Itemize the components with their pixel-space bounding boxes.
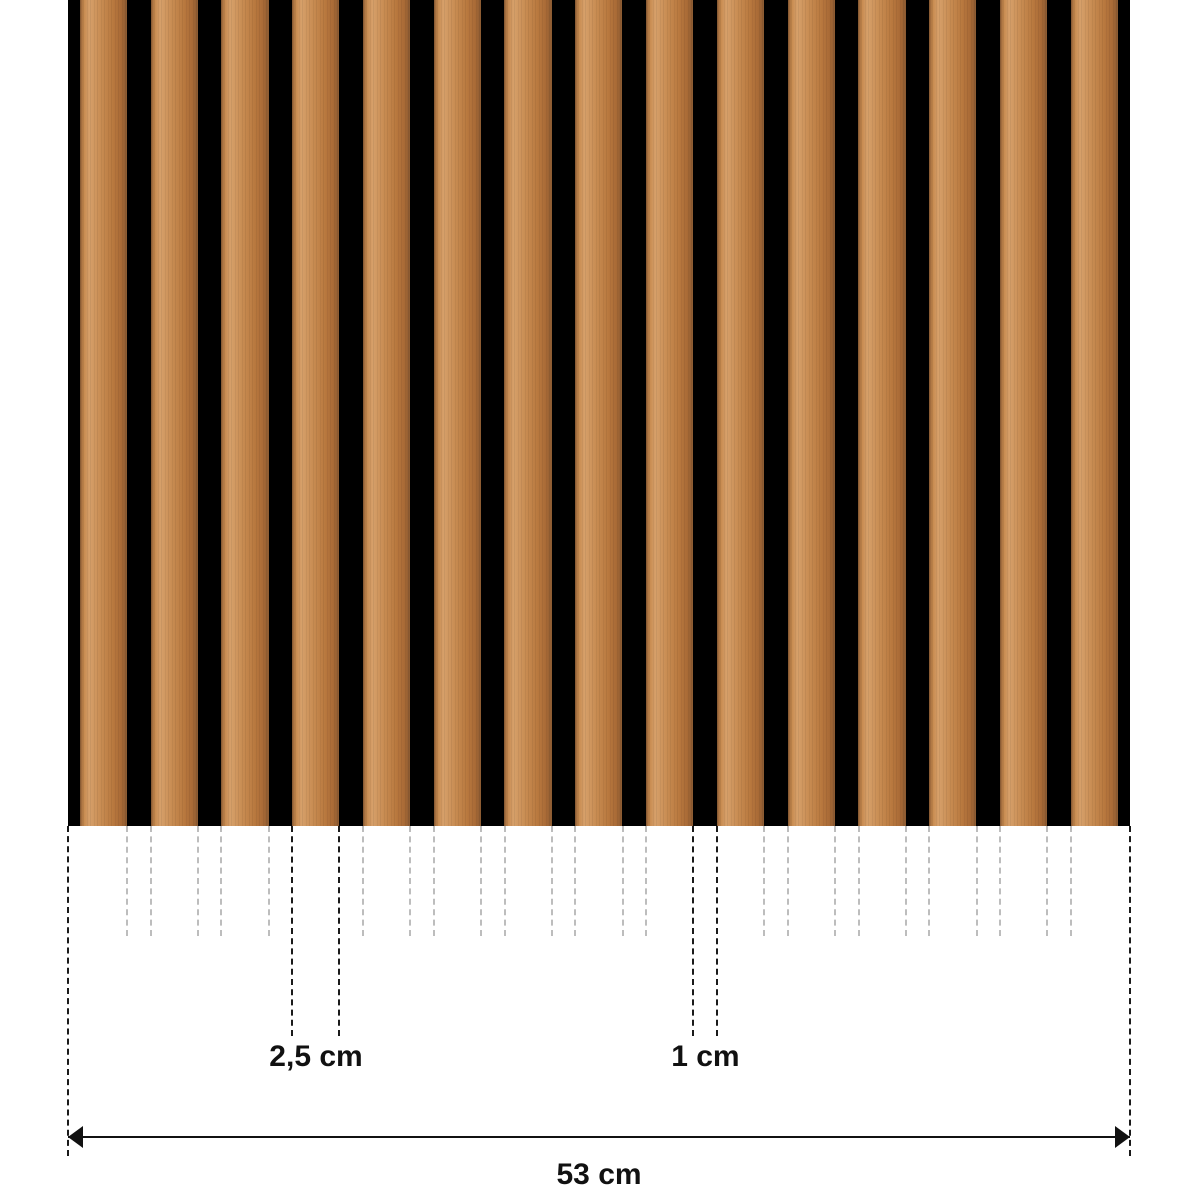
wood-slat — [504, 0, 551, 826]
slat-width-label: 2,5 cm — [269, 1040, 362, 1074]
panel-gap — [622, 0, 646, 826]
wood-slat — [292, 0, 339, 826]
guide-short — [409, 826, 411, 936]
guide-short — [1070, 826, 1072, 936]
guide-short — [622, 826, 624, 936]
guide-gap-width-right — [716, 826, 718, 1036]
guide-short — [480, 826, 482, 936]
panel-gap — [835, 0, 859, 826]
guide-overall-right — [1129, 826, 1131, 1156]
panel-gap — [481, 0, 505, 826]
guide-short — [763, 826, 765, 936]
gap-width-label: 1 cm — [671, 1040, 739, 1074]
wood-slat — [858, 0, 905, 826]
guide-gap-width-left — [692, 826, 694, 1036]
wood-slat — [717, 0, 764, 826]
wood-slat — [434, 0, 481, 826]
guide-short — [433, 826, 435, 936]
guide-short — [787, 826, 789, 936]
guide-short — [905, 826, 907, 936]
guide-short — [551, 826, 553, 936]
wood-slat — [1000, 0, 1047, 826]
guide-short — [928, 826, 930, 936]
panel-gap — [764, 0, 788, 826]
wood-slat — [363, 0, 410, 826]
guide-short — [197, 826, 199, 936]
panel-gap — [127, 0, 151, 826]
wood-slat — [788, 0, 835, 826]
guide-short — [645, 826, 647, 936]
dimension-arrowhead-left — [68, 1126, 83, 1148]
panel-edge-gap-right — [1118, 0, 1130, 826]
panel-gap — [198, 0, 222, 826]
guide-short — [362, 826, 364, 936]
guide-short — [858, 826, 860, 936]
panel-gap — [1047, 0, 1071, 826]
panel-gap — [906, 0, 930, 826]
guide-short — [268, 826, 270, 936]
guide-slat-width-left — [291, 826, 293, 1036]
panel-gap — [339, 0, 363, 826]
guide-short — [999, 826, 1001, 936]
wood-slat — [575, 0, 622, 826]
guide-short — [504, 826, 506, 936]
guide-slat-width-right — [338, 826, 340, 1036]
wood-slat — [221, 0, 268, 826]
wood-slat — [80, 0, 127, 826]
panel-gap — [410, 0, 434, 826]
overall-dimension-line — [68, 1136, 1130, 1138]
panel-gap — [552, 0, 576, 826]
panel-gap — [693, 0, 717, 826]
wood-slat — [929, 0, 976, 826]
guide-short — [1046, 826, 1048, 936]
overall-width-label: 53 cm — [557, 1158, 642, 1192]
guide-short — [220, 826, 222, 936]
guide-short — [834, 826, 836, 936]
guide-short — [976, 826, 978, 936]
panel-edge-gap-left — [68, 0, 80, 826]
panel-gap — [269, 0, 293, 826]
dimension-arrowhead-right — [1115, 1126, 1130, 1148]
guide-overall-left — [67, 826, 69, 1156]
wood-slat — [1071, 0, 1118, 826]
wood-slat-panel — [68, 0, 1130, 826]
wood-slat — [646, 0, 693, 826]
guide-short — [150, 826, 152, 936]
wood-slat — [151, 0, 198, 826]
guide-short — [126, 826, 128, 936]
guide-short — [574, 826, 576, 936]
panel-gap — [976, 0, 1000, 826]
